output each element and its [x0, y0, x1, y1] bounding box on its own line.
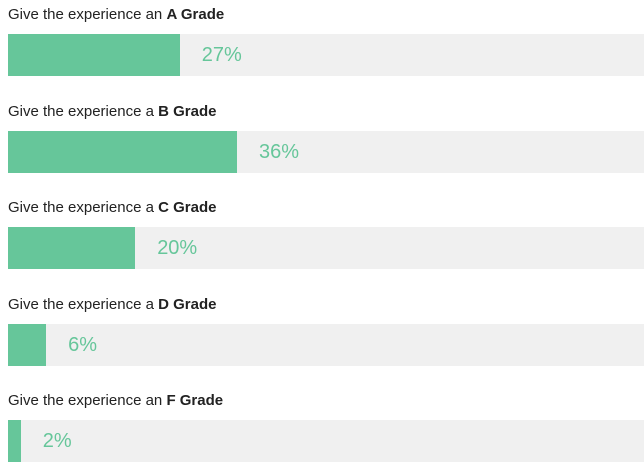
value-label: 6% — [68, 333, 98, 356]
value-label: 27% — [201, 44, 242, 66]
category-label: Give the experience a B Grade — [8, 102, 217, 120]
bar — [8, 34, 180, 76]
value-label: 2% — [42, 430, 72, 453]
category-label: Give the experience an F Grade — [8, 392, 224, 410]
bar — [8, 420, 21, 463]
category-label: Give the experience a D Grade — [8, 295, 217, 313]
bar-track — [8, 420, 644, 463]
category-label: Give the experience a C Grade — [8, 199, 217, 217]
bar-track — [8, 323, 644, 366]
category-label: Give the experience an A Grade — [8, 6, 225, 23]
value-label: 20% — [157, 237, 198, 260]
bar — [8, 227, 136, 270]
bar — [8, 323, 47, 366]
value-label: 36% — [258, 140, 299, 163]
bar — [8, 130, 237, 173]
